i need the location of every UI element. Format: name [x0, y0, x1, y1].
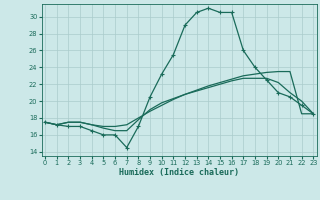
X-axis label: Humidex (Indice chaleur): Humidex (Indice chaleur)	[119, 168, 239, 177]
